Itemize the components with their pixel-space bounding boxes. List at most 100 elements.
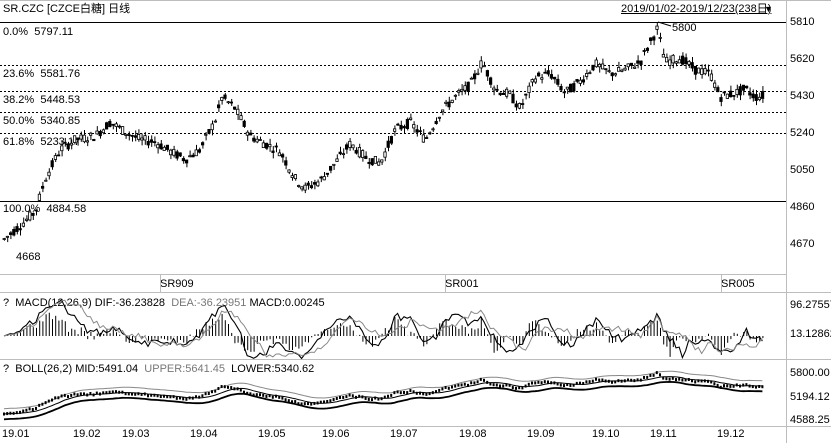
boll-price-bar [502,384,505,388]
candle-body [527,85,531,93]
macd-dif-line [3,298,763,360]
boll-price-bar [758,384,761,388]
price-axis-label: 4670 [790,238,815,250]
boll-price-bar [630,378,633,382]
boll-price-bar [22,409,25,413]
candle-body [415,129,419,133]
candle-body [28,211,32,221]
candle-body [601,63,605,70]
boll-price-bar [646,375,649,379]
candle-body [73,135,77,143]
boll-price-bar [364,396,367,400]
candle-body [440,109,445,113]
candle-body [114,123,118,128]
boll-price-bar [35,406,37,410]
candle-body [741,84,746,91]
candle-body [569,83,573,93]
candle-body [434,120,438,125]
date-range-selector[interactable]: 2019/01/02-2019/12/23(238日) [621,3,771,16]
boll-price-bar [710,380,713,384]
macd-name[interactable]: MACD(12,26,9) [15,297,92,309]
candle-body [383,151,387,158]
candle-body [501,92,506,95]
date-label: 19.01 [2,428,30,440]
date-label: 19.10 [592,428,620,440]
boll-price-bar [515,386,517,390]
indicator-help-icon[interactable]: ? [3,363,10,375]
candle-body [162,146,166,151]
date-range-text: 2019/01/02-2019/12/23(238日) [621,3,772,15]
boll-name[interactable]: BOLL(26,2) [15,363,73,375]
boll-price-bar [25,408,28,412]
candle-body [197,149,201,153]
boll-price-bar [380,397,383,401]
candle-body [18,228,22,231]
candle-body [335,158,339,162]
candle-body [578,79,582,84]
candle-body [200,142,205,146]
boll-price-bar [415,391,418,395]
boll-price-bar [89,391,92,395]
boll-price-bar [550,381,553,385]
candle-body [220,97,224,101]
boll-price-bar [150,393,153,397]
candle-body [303,184,307,191]
candle-body [338,151,342,155]
candle-body [424,137,429,139]
boll-price-bar [479,377,482,381]
candle-body [511,93,515,104]
boll-price-bar [108,390,111,394]
boll-mid: MID:5491.04 [75,363,139,375]
boll-price-bar [396,390,399,394]
boll-price-bar [12,411,15,415]
boll-price-bar [412,390,415,394]
candle-body [370,158,374,166]
candle-body [156,144,160,149]
candle-body [380,159,384,163]
boll-price-bar [723,384,725,388]
candle-body [677,59,682,64]
candle-body [697,67,701,74]
boll-price-bar [191,396,194,400]
candle-body [12,228,16,236]
boll-price-bar [342,395,345,399]
candle-body [700,68,704,76]
candle-body [280,154,285,158]
candle-body [293,174,298,180]
boll-price-bar [345,395,348,399]
boll-price-bar [326,400,329,404]
boll-price-bar [31,408,34,412]
date-range-dropdown-icon[interactable]: ▼ [764,4,773,14]
boll-price-bar [681,378,684,382]
boll-price-bar [735,383,738,387]
candle-body [645,47,650,51]
candle-body [184,159,189,164]
candle-body [296,185,301,187]
candle-body [636,60,640,64]
boll-price-bar [700,379,703,383]
boll-price-bar [742,383,745,387]
boll-price-bar [409,389,412,393]
boll-price-bar [51,398,53,402]
price-axis-label: 5810 [790,16,815,28]
boll-price-bar [425,392,428,396]
indicator-help-icon[interactable]: ? [3,297,10,309]
macd-dea: DEA:-36.23951 [171,297,247,309]
candle-body [754,94,758,101]
boll-price-bar [438,388,441,392]
boll-price-bar [751,385,754,389]
candle-body [271,150,275,153]
candle-body [328,165,333,171]
boll-price-bar [627,378,629,382]
candle-body [188,155,192,158]
boll-price-bar [76,393,79,397]
boll-price-bar [652,373,655,377]
boll-price-bar [691,379,693,383]
candle-body [591,64,595,71]
boll-price-bar [99,392,101,396]
candle-body [8,232,13,235]
candle-body [204,133,208,136]
boll-price-bar [575,381,578,385]
